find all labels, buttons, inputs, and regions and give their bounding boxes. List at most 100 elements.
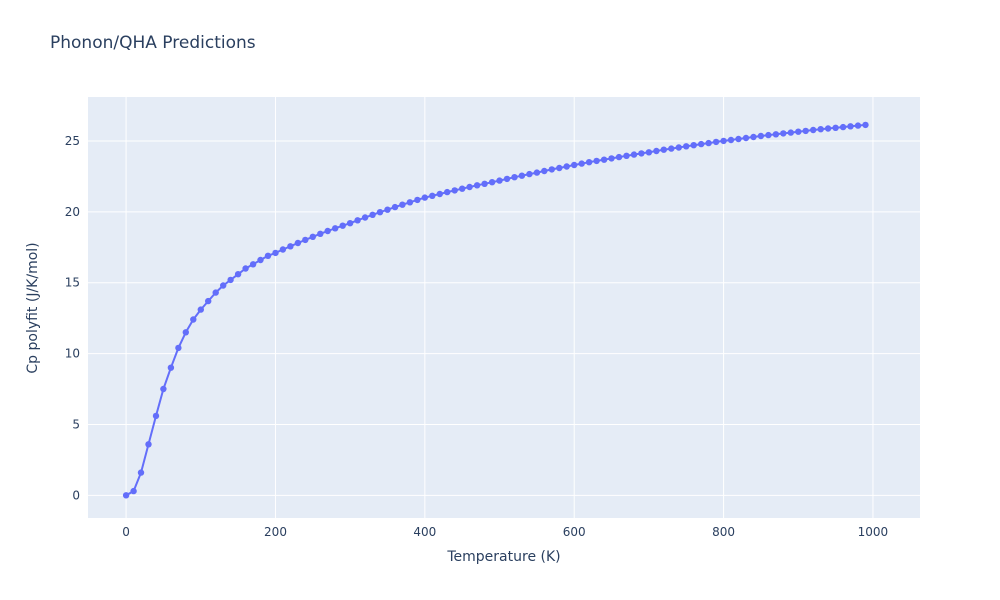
data-point[interactable] xyxy=(399,201,406,208)
data-point[interactable] xyxy=(444,188,451,196)
data-point[interactable] xyxy=(481,180,488,187)
data-point[interactable] xyxy=(182,329,189,336)
data-point[interactable] xyxy=(249,261,257,268)
data-point[interactable] xyxy=(279,246,287,253)
data-point[interactable] xyxy=(810,126,817,134)
data-point[interactable] xyxy=(645,149,653,156)
data-point[interactable] xyxy=(361,214,369,221)
data-point[interactable] xyxy=(234,271,242,278)
data-point[interactable] xyxy=(765,131,772,139)
data-point[interactable] xyxy=(750,133,757,141)
data-point[interactable] xyxy=(638,150,645,157)
data-point[interactable] xyxy=(421,194,428,201)
data-point[interactable] xyxy=(272,249,279,257)
data-point[interactable] xyxy=(309,233,316,240)
data-point[interactable] xyxy=(257,256,264,264)
data-point[interactable] xyxy=(466,183,473,191)
data-point[interactable] xyxy=(220,282,227,289)
data-point[interactable] xyxy=(795,128,802,135)
data-point[interactable] xyxy=(824,125,832,132)
data-point[interactable] xyxy=(712,138,720,146)
data-point[interactable] xyxy=(376,209,384,216)
data-point[interactable] xyxy=(705,139,712,147)
data-point[interactable] xyxy=(518,172,526,179)
data-point[interactable] xyxy=(690,142,697,149)
data-point[interactable] xyxy=(391,203,399,211)
data-point[interactable] xyxy=(190,316,197,323)
data-point[interactable] xyxy=(630,151,638,158)
data-point[interactable] xyxy=(727,136,735,144)
data-point[interactable] xyxy=(436,190,443,198)
data-point[interactable] xyxy=(548,166,555,173)
data-point[interactable] xyxy=(511,174,518,181)
data-point[interactable] xyxy=(473,182,481,189)
data-point[interactable] xyxy=(533,169,541,176)
data-point[interactable] xyxy=(122,492,130,499)
data-point[interactable] xyxy=(832,124,839,131)
data-point[interactable] xyxy=(287,243,294,250)
plot-area[interactable] xyxy=(88,97,920,518)
data-point[interactable] xyxy=(197,306,204,313)
data-point[interactable] xyxy=(615,153,623,161)
data-point[interactable] xyxy=(623,152,630,159)
data-point[interactable] xyxy=(571,161,578,169)
data-point[interactable] xyxy=(167,364,175,371)
data-point[interactable] xyxy=(332,225,339,232)
data-point[interactable] xyxy=(160,385,167,393)
data-point[interactable] xyxy=(556,164,563,172)
data-point[interactable] xyxy=(653,147,660,155)
data-point[interactable] xyxy=(346,220,354,227)
data-point[interactable] xyxy=(496,177,503,184)
data-point[interactable] xyxy=(660,146,667,153)
data-point[interactable] xyxy=(130,487,137,495)
data-point[interactable] xyxy=(414,196,421,204)
data-point[interactable] xyxy=(862,121,869,129)
data-point[interactable] xyxy=(742,134,750,142)
data-point[interactable] xyxy=(780,130,787,137)
data-point[interactable] xyxy=(227,276,234,284)
data-point[interactable] xyxy=(488,179,496,186)
data-point[interactable] xyxy=(817,126,824,133)
data-point[interactable] xyxy=(757,132,765,140)
data-point[interactable] xyxy=(212,289,219,296)
data-point[interactable] xyxy=(205,297,212,305)
data-point[interactable] xyxy=(578,160,585,167)
data-point[interactable] xyxy=(451,187,458,194)
data-point[interactable] xyxy=(459,185,466,192)
data-point[interactable] xyxy=(145,441,152,448)
data-point[interactable] xyxy=(152,412,160,420)
data-point[interactable] xyxy=(429,192,436,199)
data-point[interactable] xyxy=(264,252,272,259)
data-point[interactable] xyxy=(683,143,690,150)
data-point[interactable] xyxy=(526,170,533,178)
data-point[interactable] xyxy=(839,123,847,131)
data-point[interactable] xyxy=(384,206,391,213)
data-point[interactable] xyxy=(668,145,675,152)
data-point[interactable] xyxy=(175,344,182,352)
data-point[interactable] xyxy=(242,265,249,272)
data-point[interactable] xyxy=(787,129,794,136)
data-point[interactable] xyxy=(563,163,570,170)
data-point[interactable] xyxy=(772,131,780,138)
data-point[interactable] xyxy=(294,239,302,247)
data-point[interactable] xyxy=(585,159,593,166)
data-point[interactable] xyxy=(302,236,309,244)
data-point[interactable] xyxy=(593,157,600,165)
data-point[interactable] xyxy=(406,199,414,206)
data-point[interactable] xyxy=(354,217,361,224)
data-point[interactable] xyxy=(503,175,511,183)
data-point[interactable] xyxy=(541,167,548,175)
data-point[interactable] xyxy=(608,155,615,162)
data-point[interactable] xyxy=(339,222,346,229)
data-point[interactable] xyxy=(802,127,809,135)
data-point[interactable] xyxy=(675,144,682,151)
data-point[interactable] xyxy=(847,123,854,130)
data-point[interactable] xyxy=(720,137,727,145)
data-point[interactable] xyxy=(369,211,376,218)
data-point[interactable] xyxy=(317,230,324,237)
data-point[interactable] xyxy=(324,227,331,235)
data-point[interactable] xyxy=(854,122,862,129)
data-point[interactable] xyxy=(735,135,742,143)
data-point[interactable] xyxy=(698,140,705,148)
data-point[interactable] xyxy=(137,469,145,476)
